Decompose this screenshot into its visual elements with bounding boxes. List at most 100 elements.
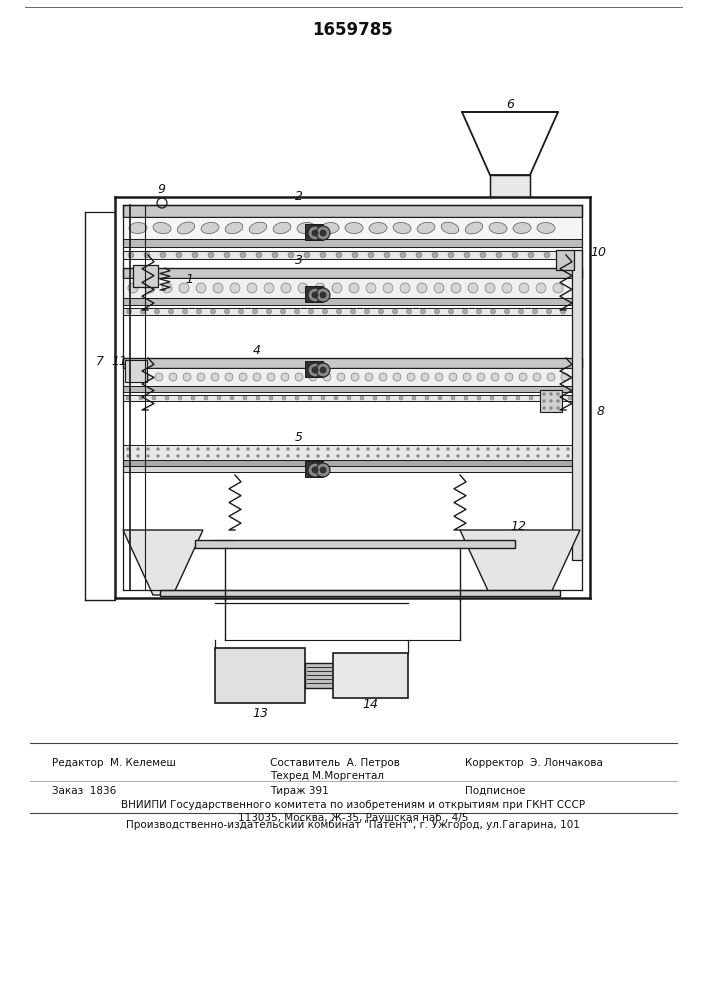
Circle shape	[256, 252, 262, 258]
Circle shape	[230, 396, 234, 400]
Circle shape	[169, 373, 177, 381]
Circle shape	[247, 448, 250, 450]
Bar	[490, 175, 530, 197]
Circle shape	[156, 454, 160, 458]
Circle shape	[296, 448, 300, 450]
Circle shape	[537, 454, 539, 458]
Circle shape	[197, 448, 199, 450]
Text: 12: 12	[510, 520, 526, 533]
Circle shape	[226, 448, 230, 450]
Circle shape	[216, 448, 219, 450]
Circle shape	[206, 448, 209, 450]
Circle shape	[506, 448, 510, 450]
Circle shape	[327, 448, 329, 450]
Ellipse shape	[393, 222, 411, 234]
Circle shape	[451, 283, 461, 293]
Circle shape	[156, 448, 160, 450]
Circle shape	[421, 373, 429, 381]
Circle shape	[346, 448, 349, 450]
Circle shape	[416, 454, 419, 458]
Circle shape	[192, 252, 198, 258]
Circle shape	[542, 399, 546, 402]
Circle shape	[296, 454, 300, 458]
Circle shape	[238, 309, 243, 314]
Circle shape	[286, 448, 289, 450]
Circle shape	[360, 396, 364, 400]
Circle shape	[366, 448, 370, 450]
Circle shape	[257, 448, 259, 450]
Circle shape	[136, 448, 139, 450]
Circle shape	[542, 406, 546, 410]
Circle shape	[167, 448, 170, 450]
Text: 1: 1	[185, 273, 193, 286]
Circle shape	[486, 454, 489, 458]
Circle shape	[216, 454, 219, 458]
Circle shape	[560, 252, 566, 258]
Ellipse shape	[465, 222, 483, 234]
Circle shape	[267, 309, 271, 314]
Circle shape	[491, 373, 499, 381]
Circle shape	[316, 288, 330, 302]
Bar	[123, 239, 582, 247]
Circle shape	[457, 448, 460, 450]
Circle shape	[312, 292, 318, 298]
Circle shape	[365, 309, 370, 314]
Circle shape	[226, 454, 230, 458]
Circle shape	[556, 399, 559, 402]
Ellipse shape	[250, 222, 267, 234]
Bar	[123, 268, 582, 278]
Circle shape	[378, 309, 383, 314]
Circle shape	[490, 396, 494, 400]
Circle shape	[304, 252, 310, 258]
Circle shape	[281, 283, 291, 293]
Circle shape	[366, 283, 376, 293]
Circle shape	[197, 309, 201, 314]
Text: Составитель  А. Петров: Составитель А. Петров	[270, 758, 400, 768]
Circle shape	[503, 396, 507, 400]
Circle shape	[527, 454, 530, 458]
Circle shape	[383, 283, 393, 293]
Text: 3: 3	[295, 254, 303, 267]
Circle shape	[544, 252, 550, 258]
Circle shape	[351, 309, 356, 314]
Text: Корректор  Э. Лончакова: Корректор Э. Лончакова	[465, 758, 603, 768]
Circle shape	[295, 373, 303, 381]
Circle shape	[281, 309, 286, 314]
Circle shape	[204, 396, 208, 400]
Circle shape	[556, 406, 559, 410]
Circle shape	[356, 454, 359, 458]
Circle shape	[308, 463, 322, 477]
Circle shape	[416, 448, 419, 450]
Circle shape	[387, 454, 390, 458]
Circle shape	[447, 448, 450, 450]
Circle shape	[518, 309, 523, 314]
Circle shape	[141, 373, 149, 381]
Circle shape	[230, 283, 240, 293]
Bar	[556, 250, 574, 270]
Bar	[123, 368, 582, 386]
Circle shape	[320, 252, 326, 258]
Circle shape	[468, 283, 478, 293]
Text: 8: 8	[597, 405, 605, 418]
Circle shape	[356, 448, 359, 450]
Circle shape	[451, 396, 455, 400]
Circle shape	[485, 283, 495, 293]
Circle shape	[224, 252, 230, 258]
Circle shape	[312, 467, 318, 473]
Circle shape	[315, 283, 325, 293]
Circle shape	[463, 373, 471, 381]
Circle shape	[496, 448, 500, 450]
Text: Заказ  1836: Заказ 1836	[52, 786, 116, 796]
Circle shape	[393, 373, 401, 381]
Circle shape	[317, 448, 320, 450]
Circle shape	[435, 373, 443, 381]
Circle shape	[298, 283, 308, 293]
Circle shape	[417, 283, 427, 293]
Bar	[195, 540, 515, 548]
Circle shape	[225, 373, 233, 381]
Circle shape	[308, 288, 322, 302]
Circle shape	[146, 454, 149, 458]
Circle shape	[448, 309, 453, 314]
Circle shape	[448, 252, 454, 258]
Circle shape	[176, 252, 182, 258]
